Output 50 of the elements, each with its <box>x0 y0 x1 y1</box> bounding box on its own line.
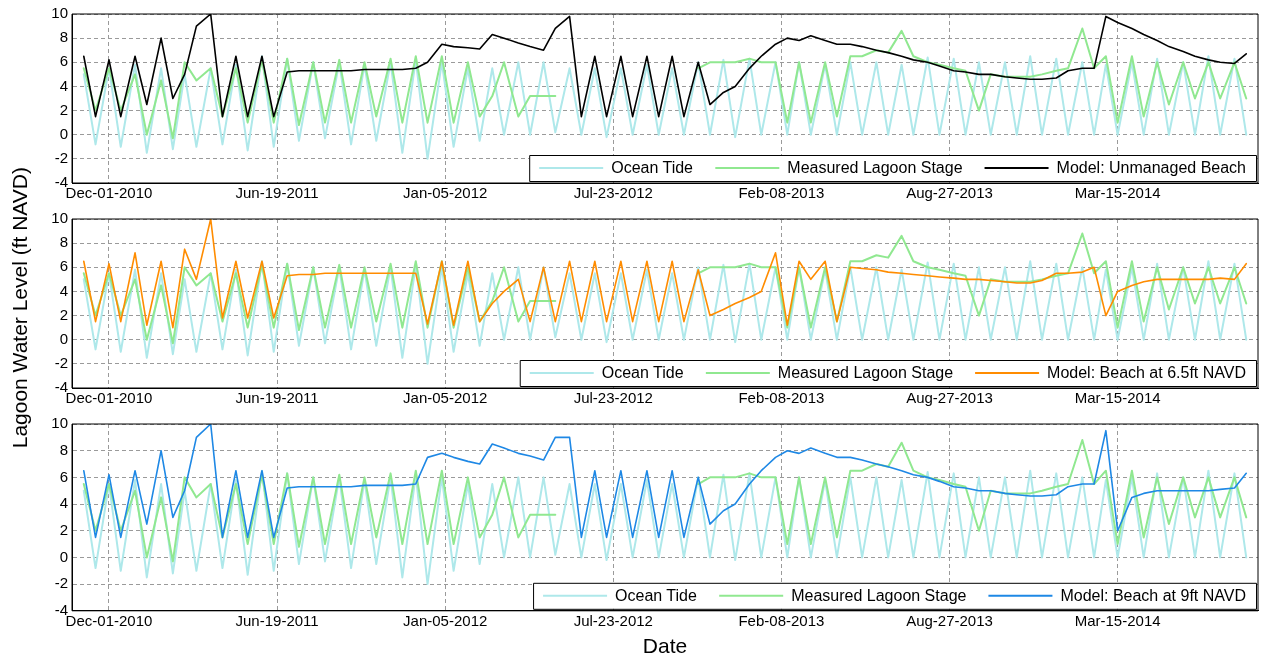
y-tick-label: 4 <box>59 76 68 94</box>
y-tick-label: 6 <box>59 257 68 275</box>
legend-label: Model: Beach at 6.5ft NAVD <box>1047 364 1247 382</box>
x-tick-label: Feb-08-2013 <box>738 611 825 629</box>
y-tick-label: -2 <box>54 149 68 166</box>
legend-label: Ocean Tide <box>611 159 694 177</box>
y-tick-label: -2 <box>54 354 68 371</box>
y-tick-label: 10 <box>51 414 68 432</box>
y-tick-label: 0 <box>59 329 68 347</box>
x-tick-label: Jun-19-2011 <box>235 389 319 407</box>
legend-label: Ocean Tide <box>615 587 697 605</box>
x-tick-label: Aug-27-2013 <box>906 611 993 629</box>
y-tick-label: 0 <box>59 547 68 565</box>
legend-label: Measured Lagoon Stage <box>787 159 963 177</box>
y-tick-label: 10 <box>51 4 68 22</box>
x-tick-label: Jul-23-2012 <box>573 389 653 407</box>
legend-label: Measured Lagoon Stage <box>791 587 967 605</box>
x-tick-label: Mar-15-2014 <box>1074 184 1161 202</box>
y-tick-label: 2 <box>59 100 68 118</box>
y-tick-label: 10 <box>51 209 68 227</box>
y-tick-label: 2 <box>59 520 68 538</box>
x-tick-label: Jul-23-2012 <box>573 611 653 629</box>
x-tick-label: Jun-19-2011 <box>235 184 319 202</box>
y-tick-label: -2 <box>54 574 68 592</box>
legend-label: Model: Unmanaged Beach <box>1056 159 1246 177</box>
x-tick-label: Feb-08-2013 <box>738 389 825 407</box>
legend-label: Ocean Tide <box>601 364 684 382</box>
y-tick-label: 4 <box>59 281 68 299</box>
y-tick-label: 8 <box>59 440 68 458</box>
x-tick-label: Feb-08-2013 <box>738 184 825 202</box>
y-tick-label: 6 <box>59 467 68 485</box>
x-tick-label: Jan-05-2012 <box>403 611 488 629</box>
y-tick-label: 6 <box>59 52 68 70</box>
y-tick-label: 0 <box>59 124 68 142</box>
legend-label: Measured Lagoon Stage <box>777 364 954 382</box>
x-tick-label: Jul-23-2012 <box>573 184 653 202</box>
x-tick-label: Mar-15-2014 <box>1074 389 1161 407</box>
y-tick-label: 2 <box>59 305 68 323</box>
y-tick-label: 8 <box>59 233 68 251</box>
y-tick-label: 8 <box>59 28 68 46</box>
x-tick-label: Aug-27-2013 <box>906 389 993 407</box>
y-axis-title: Lagoon Water Level (ft NAVD) <box>8 166 32 449</box>
legend-label: Model: Beach at 9ft NAVD <box>1060 587 1247 605</box>
x-tick-label: Aug-27-2013 <box>906 184 993 202</box>
x-tick-label: Mar-15-2014 <box>1074 611 1161 629</box>
x-tick-label: Jan-05-2012 <box>403 184 488 202</box>
y-tick-label: 4 <box>59 494 68 512</box>
x-axis-title: Date <box>642 634 688 658</box>
x-tick-label: Jun-19-2011 <box>235 611 319 629</box>
x-tick-label: Jan-05-2012 <box>403 389 488 407</box>
